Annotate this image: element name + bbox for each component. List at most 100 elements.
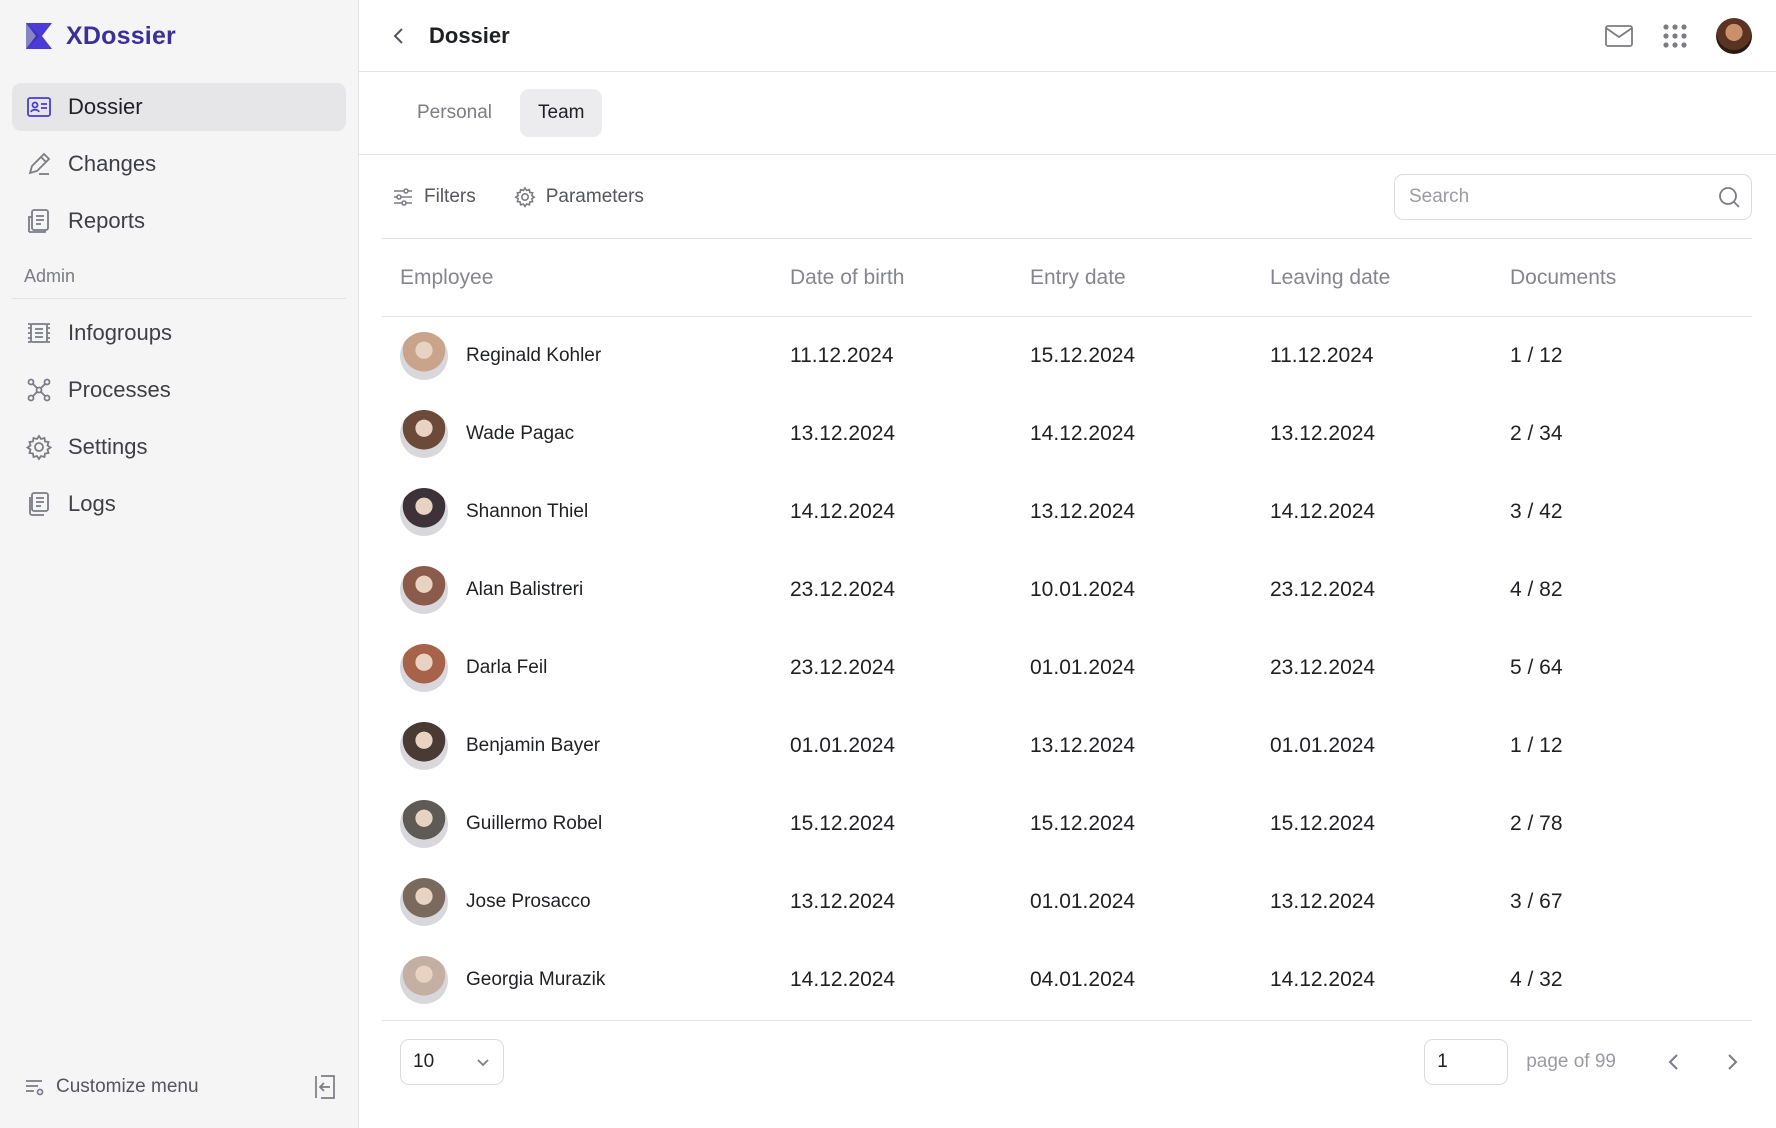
sidebar-item-reports[interactable]: Reports xyxy=(12,197,346,245)
sidebar-item-label: Settings xyxy=(68,434,148,459)
table-row[interactable]: Reginald Kohler 11.12.2024 15.12.2024 11.12… xyxy=(382,317,1752,395)
documents-cell: 1 / 12 xyxy=(1510,733,1563,757)
date-of-birth-cell: 23.12.2024 xyxy=(790,577,896,601)
employee-avatar xyxy=(400,565,448,614)
table-row[interactable]: Shannon Thiel 14.12.2024 13.12.2024 14.12.2… xyxy=(382,473,1752,551)
leaving-date-cell: 11.12.2024 xyxy=(1270,343,1374,367)
entry-date-cell: 13.12.2024 xyxy=(1030,499,1136,523)
table-row[interactable]: Georgia Murazik 14.12.2024 04.01.2024 14.12… xyxy=(382,941,1752,1019)
column-header-date-of-birth[interactable]: Date of birth xyxy=(790,239,1030,317)
documents-cell: 3 / 42 xyxy=(1510,499,1563,523)
leaving-date-cell: 01.01.2024 xyxy=(1270,733,1376,757)
employee-avatar xyxy=(400,721,448,770)
search-icon[interactable] xyxy=(1717,185,1741,209)
brand-name: XDossier xyxy=(66,21,176,50)
collapse-sidebar-button[interactable] xyxy=(310,1072,340,1102)
search-input[interactable] xyxy=(1407,184,1717,209)
date-of-birth-cell: 13.12.2024 xyxy=(790,889,896,913)
documents-cell: 1 / 12 xyxy=(1510,343,1563,367)
filters-label: Filters xyxy=(424,185,476,207)
employee-name: Reginald Kohler xyxy=(466,344,602,366)
employee-name: Wade Pagac xyxy=(466,422,575,444)
employee-cell: Benjamin Bayer xyxy=(382,707,790,785)
employee-name: Jose Prosacco xyxy=(466,890,591,912)
back-button[interactable] xyxy=(389,24,413,48)
collapse-sidebar-icon xyxy=(315,1075,335,1099)
chevron-right-icon xyxy=(1728,1053,1738,1070)
employee-cell: Darla Feil xyxy=(382,629,790,707)
customize-menu-icon xyxy=(26,1080,44,1096)
table-row[interactable]: Guillermo Robel 15.12.2024 15.12.2024 15.12… xyxy=(382,785,1752,863)
date-of-birth-cell: 13.12.2024 xyxy=(790,421,896,445)
sidebar-item-changes[interactable]: Changes xyxy=(12,140,346,188)
leaving-date-cell: 23.12.2024 xyxy=(1270,577,1376,601)
table-body: Reginald Kohler 11.12.2024 15.12.2024 11.12… xyxy=(382,317,1752,1019)
sidebar-item-settings[interactable]: Settings xyxy=(12,423,346,471)
employee-cell: Guillermo Robel xyxy=(382,785,790,863)
divider xyxy=(12,298,346,299)
sidebar-item-infogroups[interactable]: Infogroups xyxy=(12,309,346,357)
employee-cell: Georgia Murazik xyxy=(382,941,790,1019)
brand[interactable]: XDossier xyxy=(0,0,358,72)
page-navigation: page of 99 xyxy=(1424,1038,1752,1085)
column-header-entry-date[interactable]: Entry date xyxy=(1030,239,1270,317)
employee-cell: Wade Pagac xyxy=(382,395,790,473)
page-of-label: page of 99 xyxy=(1526,1050,1616,1072)
sidebar-item-label: Logs xyxy=(68,491,116,516)
pencil-icon xyxy=(24,149,54,179)
table-row[interactable]: Jose Prosacco 13.12.2024 01.01.2024 13.12.2… xyxy=(382,863,1752,941)
next-page-button[interactable] xyxy=(1712,1042,1752,1082)
leaving-date-cell: 15.12.2024 xyxy=(1270,811,1376,835)
parameters-label: Parameters xyxy=(545,185,644,207)
date-of-birth-cell: 11.12.2024 xyxy=(790,343,894,367)
employee-name: Georgia Murazik xyxy=(466,968,606,990)
documents-cell: 4 / 32 xyxy=(1510,967,1563,991)
sidebar: XDossier Dossier xyxy=(0,0,359,1128)
sidebar-item-logs[interactable]: Logs xyxy=(12,480,346,528)
entry-date-cell: 13.12.2024 xyxy=(1030,733,1136,757)
column-header-leaving-date[interactable]: Leaving date xyxy=(1270,239,1510,317)
parameters-button[interactable]: Parameters xyxy=(514,186,644,208)
employee-cell: Alan Balistreri xyxy=(382,551,790,629)
employee-avatar xyxy=(400,877,448,926)
table-row[interactable]: Alan Balistreri 23.12.2024 10.01.2024 23.12… xyxy=(382,551,1752,629)
mail-icon xyxy=(1605,24,1633,47)
date-of-birth-cell: 14.12.2024 xyxy=(790,967,896,991)
customize-menu-button[interactable]: Customize menu xyxy=(24,1076,199,1098)
sidebar-item-processes[interactable]: Processes xyxy=(12,366,346,414)
employee-avatar xyxy=(400,331,448,380)
column-header-employee[interactable]: Employee xyxy=(382,239,790,317)
mail-button[interactable] xyxy=(1604,21,1634,51)
employee-name: Darla Feil xyxy=(466,656,548,678)
user-avatar[interactable] xyxy=(1716,17,1752,54)
page-size-select[interactable]: 10 xyxy=(400,1038,504,1085)
previous-page-button[interactable] xyxy=(1654,1042,1694,1082)
gear-icon xyxy=(24,432,54,462)
page-number-input[interactable] xyxy=(1424,1038,1509,1085)
column-header-documents[interactable]: Documents xyxy=(1510,239,1752,317)
filters-button[interactable]: Filters xyxy=(392,186,476,208)
documents-cell: 2 / 34 xyxy=(1510,421,1563,445)
top-bar: Dossier xyxy=(359,0,1776,72)
date-of-birth-cell: 15.12.2024 xyxy=(790,811,896,835)
search-box xyxy=(1394,173,1752,220)
sidebar-item-label: Dossier xyxy=(68,94,143,119)
table-row[interactable]: Wade Pagac 13.12.2024 14.12.2024 13.12.2024… xyxy=(382,395,1752,473)
tab-personal[interactable]: Personal xyxy=(417,102,492,123)
apps-button[interactable] xyxy=(1660,21,1690,51)
table-row[interactable]: Darla Feil 23.12.2024 01.01.2024 23.12.2024… xyxy=(382,629,1752,707)
employee-name: Benjamin Bayer xyxy=(466,734,601,756)
date-of-birth-cell: 23.12.2024 xyxy=(790,655,896,679)
documents-cell: 3 / 67 xyxy=(1510,889,1563,913)
leaving-date-cell: 13.12.2024 xyxy=(1270,889,1376,913)
tabs-bar: Personal Team xyxy=(359,72,1776,155)
tab-team[interactable]: Team xyxy=(520,89,603,137)
employee-avatar xyxy=(400,487,448,536)
sidebar-item-dossier[interactable]: Dossier xyxy=(12,83,346,131)
table-row[interactable]: Benjamin Bayer 01.01.2024 13.12.2024 01.01.… xyxy=(382,707,1752,785)
admin-section-label: Admin xyxy=(24,266,76,286)
page-size-value: 10 xyxy=(413,1050,435,1072)
leaving-date-cell: 14.12.2024 xyxy=(1270,967,1376,991)
employee-avatar xyxy=(400,409,448,458)
table-toolbar: Filters Parameters xyxy=(382,155,1752,239)
